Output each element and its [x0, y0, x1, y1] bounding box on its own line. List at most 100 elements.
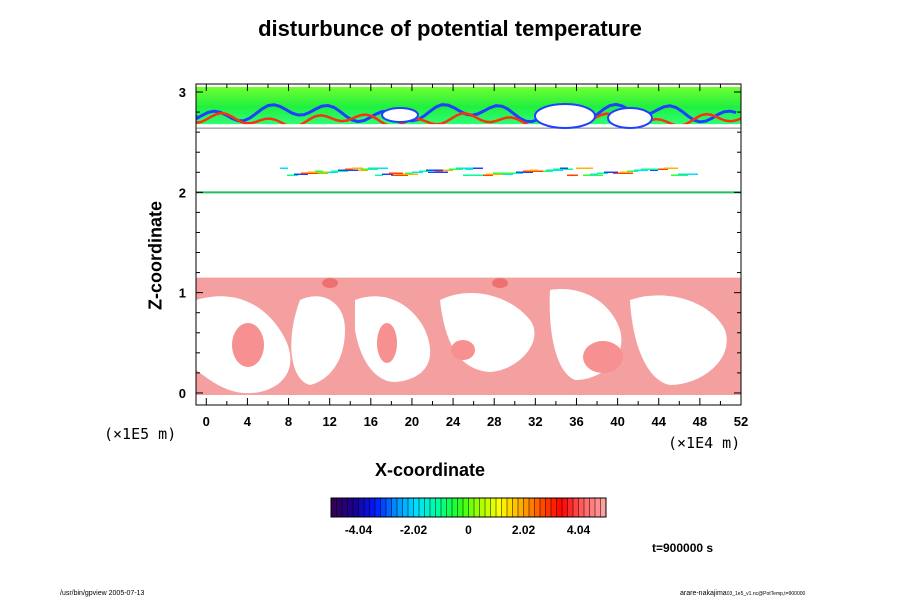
y-tick-label-3: 3	[179, 85, 186, 100]
colorbar-cell	[485, 498, 491, 517]
colorbar-cell	[408, 498, 414, 517]
colorbar-cell	[457, 498, 464, 517]
warm-core-4	[451, 340, 475, 360]
colorbar-cell	[435, 498, 442, 517]
colorbar-cell	[347, 498, 354, 517]
x-tick-label-0: 0	[203, 414, 210, 429]
colorbar-cell	[479, 498, 486, 517]
x-tick-label-4: 4	[244, 414, 252, 429]
colorbar-cell	[501, 498, 508, 517]
footer-source: arare-nakajima03_1e5_v1.nc@PotTemp,t=900…	[680, 590, 805, 597]
colorbar-cell	[364, 498, 370, 517]
colorbar-label-0: 0	[465, 523, 472, 537]
plot-frame	[195, 83, 742, 406]
warm-core-1	[492, 278, 508, 288]
colorbar-label-4.04: 4.04	[567, 523, 591, 537]
colorbar-cell	[452, 498, 458, 517]
x-tick-label-12: 12	[322, 414, 336, 429]
colorbar-cell	[529, 498, 535, 517]
x-tick-label-48: 48	[693, 414, 707, 429]
colorbar-cell	[402, 498, 409, 517]
y-axis: 0 1 2 3	[179, 85, 741, 401]
cool-eddy-5	[630, 295, 727, 385]
colorbar-cell	[397, 498, 403, 517]
colorbar-cell	[540, 498, 546, 517]
x-tick-label-44: 44	[652, 414, 667, 429]
colorbar-cell	[331, 498, 337, 517]
colorbar-cell	[551, 498, 557, 517]
x-axis-unit: (×1E4 m)	[668, 434, 741, 452]
colorbar-label-2.02: 2.02	[512, 523, 536, 537]
y-tick-label-1: 1	[179, 286, 186, 301]
warm-core-2	[232, 323, 264, 367]
colorbar-label--4.04: -4.04	[345, 523, 373, 537]
colorbar-cell	[380, 498, 387, 517]
cool-eddy-6	[196, 395, 741, 405]
colorbar-cell	[358, 498, 365, 517]
x-axis-label: X-coordinate	[374, 460, 485, 480]
time-label: t=900000 s	[652, 541, 714, 555]
colorbar-cell	[507, 498, 513, 517]
footer-author: arare-nakajima	[680, 590, 727, 597]
colorbar-cell	[430, 498, 436, 517]
warm-core-3	[377, 323, 397, 363]
field-layer	[196, 87, 741, 405]
colorbar-cell	[424, 498, 431, 517]
colorbar-cell	[567, 498, 574, 517]
footer-command: /usr/bin/gpview 2005-07-13	[60, 590, 145, 597]
colorbar-cell	[468, 498, 475, 517]
warm-core-5	[583, 341, 623, 373]
colorbar: -4.04 -2.02 0 2.02 4.04	[330, 497, 607, 537]
colorbar-cell	[556, 498, 563, 517]
colorbar-label--2.02: -2.02	[400, 523, 428, 537]
x-tick-label-20: 20	[405, 414, 419, 429]
colorbar-cell	[523, 498, 530, 517]
colorbar-cell	[353, 498, 359, 517]
colorbar-cell	[474, 498, 480, 517]
colorbar-cell	[534, 498, 541, 517]
colorbar-cell	[369, 498, 376, 517]
y-axis-label: Z-coordinate	[145, 201, 166, 311]
x-tick-label-16: 16	[364, 414, 378, 429]
colorbar-cell	[600, 498, 607, 517]
colorbar-cell	[518, 498, 524, 517]
x-tick-label-52: 52	[734, 414, 748, 429]
colorbar-cell	[419, 498, 425, 517]
colorbar-cell	[589, 498, 596, 517]
x-tick-label-28: 28	[487, 414, 501, 429]
x-axis: 0 4 8 12 16 20 24 28 32 36 40 44 48 52	[203, 84, 748, 429]
x-tick-label-24: 24	[446, 414, 461, 429]
upper-blob	[534, 103, 596, 129]
colorbar-cell	[391, 498, 398, 517]
colorbar-cell	[342, 498, 348, 517]
cool-eddy-1	[291, 296, 345, 385]
upper-blob	[381, 107, 419, 123]
footer-file: 03_1e5_v1.nc@PotTemp,t=900000	[726, 591, 806, 597]
x-tick-label-40: 40	[610, 414, 624, 429]
colorbar-cell	[496, 498, 502, 517]
upper-blob	[607, 107, 653, 129]
colorbar-cell	[545, 498, 552, 517]
colorbar-cell	[446, 498, 453, 517]
warm-core-0	[322, 278, 338, 288]
colorbar-cell	[336, 498, 343, 517]
y-tick-label-2: 2	[179, 185, 186, 200]
colorbar-cell	[512, 498, 519, 517]
colorbar-cell	[490, 498, 497, 517]
colorbar-cell	[375, 498, 381, 517]
upper-white-gap	[196, 124, 741, 129]
colorbar-cell	[441, 498, 447, 517]
colorbar-cell	[562, 498, 568, 517]
colorbar-cell	[386, 498, 392, 517]
colorbar-cell	[573, 498, 579, 517]
y-tick-label-0: 0	[179, 386, 186, 401]
x-tick-label-36: 36	[569, 414, 583, 429]
colorbar-cell	[463, 498, 469, 517]
colorbar-cell	[584, 498, 590, 517]
colorbar-cell	[413, 498, 420, 517]
x-tick-label-32: 32	[528, 414, 542, 429]
x-tick-label-8: 8	[285, 414, 292, 429]
colorbar-cell	[595, 498, 601, 517]
colorbar-cell	[578, 498, 585, 517]
